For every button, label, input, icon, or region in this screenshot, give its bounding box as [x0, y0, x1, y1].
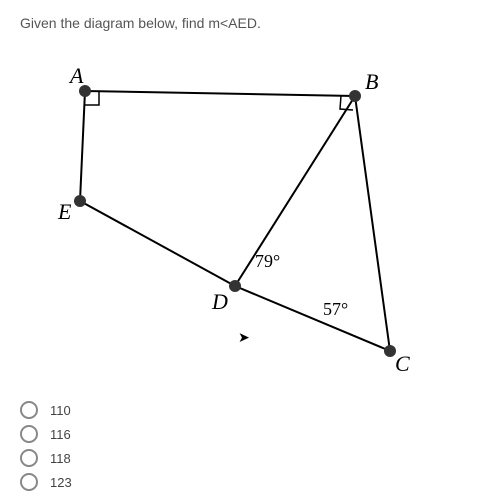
line-ae	[80, 91, 85, 201]
option-1[interactable]: 116	[20, 425, 480, 443]
radio-icon	[20, 473, 38, 491]
radio-icon	[20, 449, 38, 467]
label-a: A	[70, 63, 83, 89]
option-0[interactable]: 110	[20, 401, 480, 419]
option-3[interactable]: 123	[20, 473, 480, 491]
option-label: 123	[50, 475, 72, 490]
line-ed	[80, 201, 235, 286]
diagram: A B E D C 79° 57° ➤	[20, 51, 440, 391]
geometry-figure	[20, 51, 440, 391]
radio-icon	[20, 425, 38, 443]
line-dc	[235, 286, 390, 351]
label-b: B	[365, 69, 378, 95]
angle-d: 79°	[255, 251, 280, 272]
cursor-icon: ➤	[238, 329, 250, 346]
option-2[interactable]: 118	[20, 449, 480, 467]
option-label: 118	[50, 451, 71, 466]
point-b	[349, 90, 361, 102]
line-ab	[85, 91, 355, 96]
answer-options: 110 116 118 123	[20, 401, 480, 491]
label-d: D	[212, 289, 228, 315]
option-label: 116	[50, 427, 71, 442]
option-label: 110	[50, 403, 71, 418]
line-bd	[235, 96, 355, 286]
label-e: E	[58, 199, 71, 225]
angle-c: 57°	[323, 299, 348, 320]
question-text: Given the diagram below, find m<AED.	[20, 15, 480, 31]
radio-icon	[20, 401, 38, 419]
label-c: C	[395, 351, 410, 377]
line-bc	[355, 96, 390, 351]
point-e	[74, 195, 86, 207]
point-d	[229, 280, 241, 292]
